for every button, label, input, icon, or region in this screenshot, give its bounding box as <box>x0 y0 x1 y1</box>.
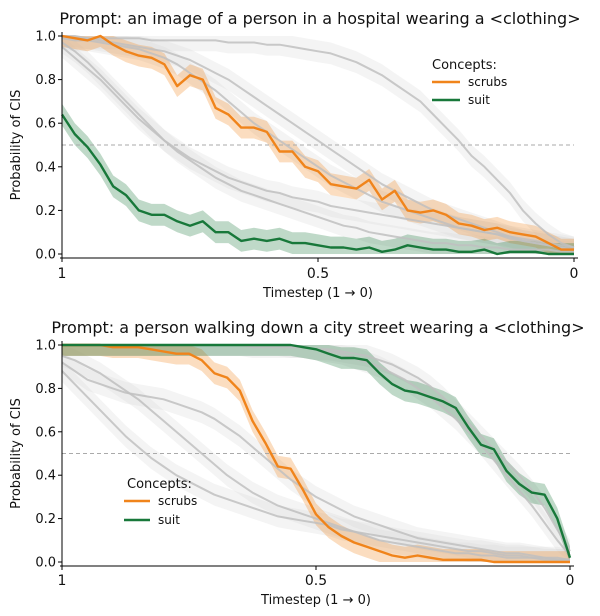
chart2-band-other-1 <box>62 351 570 562</box>
chart1-xlabel: Timestep (1 → 0) <box>262 286 373 301</box>
chart2-band-suit <box>62 345 570 562</box>
chart2-ytick-label: 1.0 <box>35 339 56 354</box>
chart1-xtick-label: 1 <box>58 266 67 282</box>
chart1-legend-label-suit: suit <box>468 93 490 107</box>
chart1-legend-title: Concepts: <box>432 58 497 73</box>
chart2-legend-title: Concepts: <box>127 477 192 492</box>
chart2-title: Prompt: a person walking down a city str… <box>51 318 584 337</box>
chart2-line-other-1 <box>61 361 571 561</box>
chart2-xlabel: Timestep (1 → 0) <box>260 593 371 608</box>
chart2-ytick-label: 0.2 <box>35 512 56 527</box>
chart1-line-suit <box>60 113 574 256</box>
chart2-line-scrubs <box>62 343 570 564</box>
chart1-xtick-label: 0.5 <box>307 266 329 282</box>
chart1-ytick-label: 0.8 <box>35 73 56 88</box>
chart1-ylabel: Probability of CIS <box>9 90 24 201</box>
chart2-xtick-label: 1 <box>58 573 67 589</box>
chart2-ytick-label: 0.0 <box>35 556 56 571</box>
chart2-ytick-label: 0.6 <box>35 425 56 440</box>
chart1-ytick-label: 1.0 <box>35 30 56 45</box>
chart1-band-other-4 <box>62 36 574 254</box>
chart1-ytick-label: 0.0 <box>35 248 56 263</box>
chart1-band-other-3 <box>62 36 574 254</box>
chart2-ytick-label: 0.8 <box>35 382 56 397</box>
chart1-line-scrubs <box>61 34 574 251</box>
chart2-xtick-label: 0.5 <box>305 573 327 589</box>
chart1-legend-label-scrubs: scrubs <box>468 75 507 89</box>
chart2-xtick-label: 0 <box>566 573 575 589</box>
chart2-line-other-2 <box>61 354 570 561</box>
chart2-line-other-3 <box>61 370 570 561</box>
chart1-line-other-3 <box>61 41 574 253</box>
chart1-band-suit <box>62 103 574 254</box>
chart1-ytick-label: 0.4 <box>35 160 56 175</box>
chart1-band-scrubs <box>62 36 574 254</box>
chart1-xtick-label: 0 <box>570 266 579 282</box>
chart1-line-other-4 <box>61 46 575 249</box>
chart1-title: Prompt: an image of a person in a hospit… <box>59 9 580 28</box>
chart2-band-other-4 <box>62 345 570 562</box>
chart2-ytick-label: 0.4 <box>35 469 56 484</box>
chart2-band-other-5 <box>62 345 570 562</box>
chart1-ytick-label: 0.2 <box>35 204 56 219</box>
chart2-ylabel: Probability of CIS <box>9 398 24 509</box>
chart2-legend-label-suit: suit <box>158 513 180 527</box>
chart1-line-other-1 <box>62 35 575 249</box>
chart2-band-other-3 <box>62 360 570 562</box>
chart2-legend-label-scrubs: scrubs <box>158 494 197 508</box>
chart2-line-suit <box>62 343 572 559</box>
chart1-ytick-label: 0.6 <box>35 117 56 132</box>
chart1-band-other-2 <box>62 36 574 254</box>
